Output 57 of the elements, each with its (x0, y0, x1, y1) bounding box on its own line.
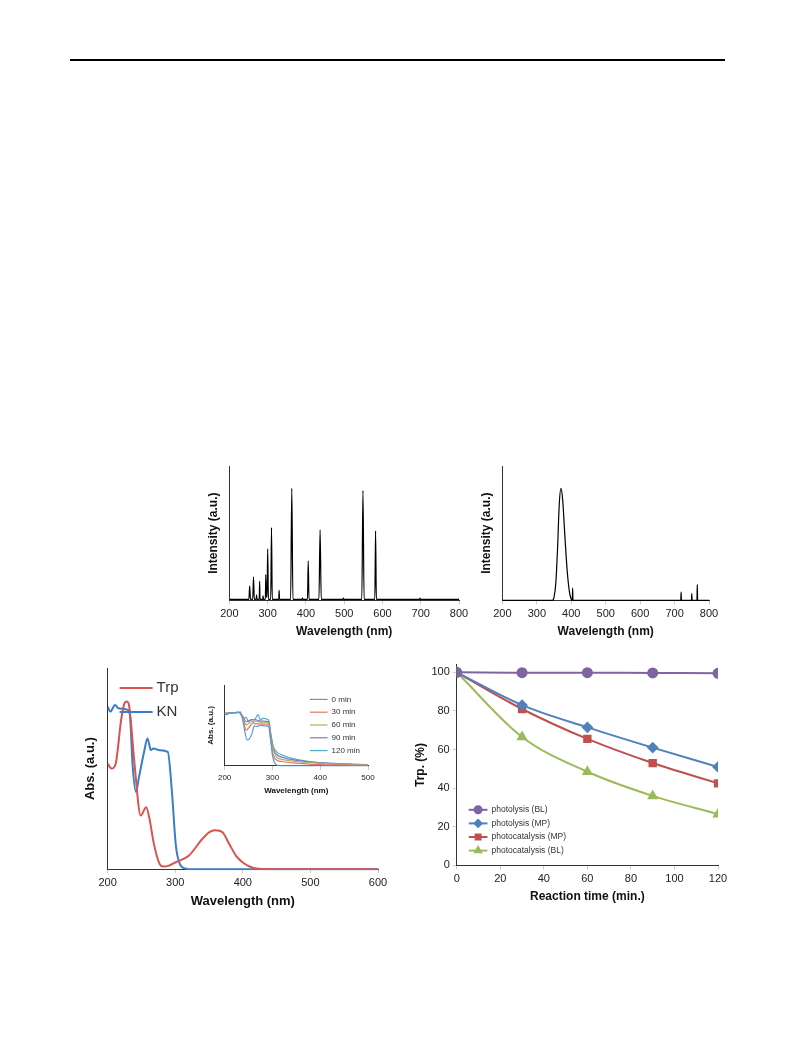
y-axis-title: Intensity (a.u.) (478, 492, 493, 574)
x-tick-label: 600 (630, 607, 650, 620)
y-tick-label: 20 (437, 819, 450, 832)
legend-label: 30 min (331, 707, 356, 717)
x-axis-title: Reaction time (min.) (530, 889, 645, 904)
legend-label: photolysis (MP) (491, 817, 551, 828)
legend-label: 120 min (331, 745, 361, 755)
x-tick-label: 800 (449, 607, 469, 620)
legend-label: 90 min (331, 733, 356, 742)
x-tick-label: 400 (233, 875, 252, 888)
legend-label: Trp (156, 678, 179, 696)
x-tick-label: 800 (699, 607, 719, 620)
x-tick-label: 500 (361, 772, 376, 782)
y-axis-title: Trp. (%) (412, 743, 427, 787)
x-tick-label: 100 (665, 872, 684, 885)
x-tick-label: 60 (581, 872, 594, 885)
y-tick-label: 80 (437, 703, 450, 716)
y-tick-label: 40 (437, 781, 450, 794)
x-tick-label: 500 (335, 607, 354, 620)
x-tick-label: 400 (296, 607, 316, 620)
y-tick-label: 60 (437, 742, 450, 755)
y-axis-title: Abs. (a.u.) (206, 705, 215, 745)
x-axis-title: Wavelength (nm) (557, 624, 654, 639)
x-tick-label: 600 (368, 875, 388, 888)
x-tick-label: 20 (494, 872, 507, 885)
x-tick-label: 200 (220, 607, 239, 620)
x-tick-label: 80 (624, 872, 638, 885)
x-tick-label: 400 (562, 607, 581, 620)
x-tick-label: 200 (493, 607, 512, 620)
x-tick-label: 200 (98, 875, 117, 888)
x-tick-label: 300 (258, 607, 277, 620)
x-tick-label: 0 (453, 872, 460, 885)
x-tick-label: 500 (596, 607, 615, 620)
x-tick-label: 300 (265, 772, 280, 782)
legend-label: photolysis (BL) (491, 804, 548, 815)
x-tick-label: 400 (313, 772, 328, 782)
legend-label: 60 min (331, 720, 356, 730)
x-axis-title: Wavelength (nm) (190, 892, 295, 908)
x-axis-title: Wavelength (nm) (296, 624, 393, 639)
x-tick-label: 700 (665, 607, 684, 620)
x-tick-label: 700 (411, 607, 430, 620)
x-tick-label: 300 (527, 607, 547, 620)
x-tick-label: 600 (373, 607, 392, 620)
y-tick-label: 100 (431, 665, 450, 678)
x-tick-label: 40 (537, 872, 550, 885)
legend-label: photocatalysis (BL) (491, 844, 564, 855)
x-tick-label: 300 (166, 875, 185, 888)
x-tick-label: 120 (708, 872, 728, 885)
x-axis-title: Wavelength (nm) (264, 786, 329, 796)
y-axis-title: Intensity (a.u.) (205, 492, 220, 574)
legend-label: KN (156, 702, 178, 720)
y-axis-title: Abs. (a.u.) (82, 737, 98, 801)
legend-label: 0 min (331, 694, 352, 704)
x-tick-label: 500 (301, 875, 320, 888)
y-tick-label: 0 (443, 858, 450, 871)
legend-label: photocatalysis (MP) (491, 831, 567, 842)
x-tick-label: 200 (217, 772, 232, 782)
